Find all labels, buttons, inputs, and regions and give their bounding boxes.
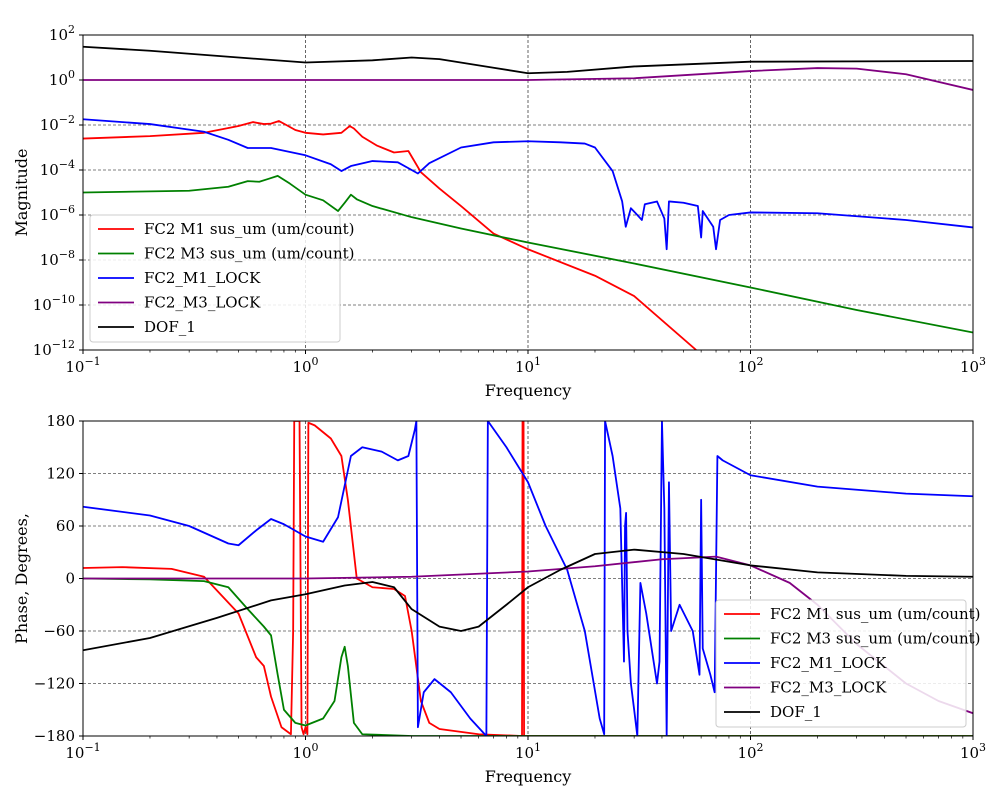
legend-entry: FC2 M3 sus_um (um/count) [144,245,355,263]
y-axis-label: Phase, Degrees, [12,513,31,644]
y-axis-label: Magnitude [12,148,31,236]
legend-entry: FC2_M1_LOCK [144,269,261,287]
series-line-0 [83,421,973,736]
series-line-2 [83,421,973,736]
y-tick-label: 0 [65,570,75,588]
legend-entry: FC2_M1_LOCK [770,654,887,672]
series-line-3 [83,67,973,91]
legend: FC2 M1 sus_um (um/count) FC2 M3 sus_um (u… [715,599,981,728]
series-line-1 [83,174,973,334]
x-axis-label: Frequency [485,767,572,786]
legend-entry: FC2_M3_LOCK [144,294,261,312]
x-axis-label: Frequency [485,381,572,400]
legend-box [715,599,967,728]
y-tick-label: −120 [34,675,75,693]
series-group [83,45,973,350]
legend: FC2 M1 sus_um (um/count) FC2 M3 sus_um (u… [89,214,355,343]
legend-entry: FC2 M3 sus_um (um/count) [770,630,981,648]
series-line-0 [83,120,697,350]
y-tick-label: 180 [46,412,75,430]
series-line-2 [83,118,973,251]
legend-entry: FC2 M1 sus_um (um/count) [144,220,355,238]
series-line-1 [83,577,973,736]
series-line-4 [83,548,973,652]
legend-entry: FC2_M3_LOCK [770,679,887,697]
legend-box [89,214,341,343]
phase-panel: 10−1 100 101 102 103−180−120−60060120180Freq… [12,412,986,786]
y-tick-label: −60 [43,622,75,640]
y-tick-label: −180 [34,727,75,745]
legend-entry: DOF_1 [144,318,196,336]
legend-entry: DOF_1 [770,703,822,721]
y-tick-label: 60 [56,517,75,535]
magnitude-panel: 10−1 100 101 102 10310−1210−1010−810−610−410… [12,23,986,400]
series-line-4 [83,45,973,75]
y-tick-label: 120 [46,465,75,483]
legend-entry: FC2 M1 sus_um (um/count) [770,605,981,623]
